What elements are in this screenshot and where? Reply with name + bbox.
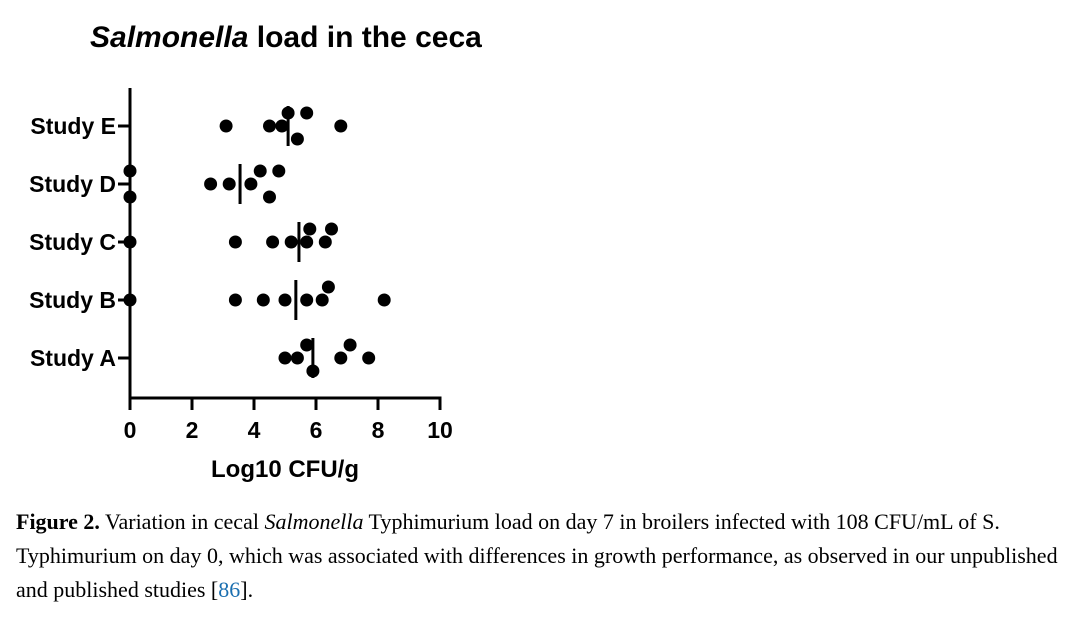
data-point [275,119,289,133]
x-tick-label: 8 [372,417,385,443]
y-category-label: Study B [29,287,116,313]
y-category-label: Study D [29,171,116,197]
data-point [123,164,137,178]
data-point [334,119,348,133]
data-point [290,351,304,365]
data-point [263,119,276,133]
data-point [222,177,236,191]
data-point [278,293,292,307]
data-point [300,106,314,120]
data-point [219,119,233,133]
data-point [300,293,314,307]
y-category-label: Study A [30,345,116,371]
x-tick-label: 4 [248,417,261,443]
y-category-label: Study E [30,113,116,139]
chart-title: Salmonella load in the ceca [90,21,482,54]
chart: Salmonella load in the ceca 0 2 4 6 8 10 Study… [29,21,482,483]
data-point [263,190,276,204]
data-point [272,164,286,178]
data-point [281,106,295,120]
axes: 0 2 4 6 8 10 Study E Study D Study C Study B Study… [29,88,453,443]
x-tick-label: 2 [186,417,199,443]
data-point [244,177,258,191]
figure-caption: Figure 2. Variation in cecal Salmonella … [16,505,1072,607]
data-point [256,293,270,307]
data-point [204,177,218,191]
data-point [300,235,314,249]
caption-reference-link[interactable]: 86 [218,577,241,602]
data-point [228,293,242,307]
data-point [284,235,298,249]
caption-italic: Salmonella [264,509,364,534]
chart-title-italic: Salmonella [90,21,248,54]
data-point [123,235,137,249]
caption-text-2: Typhimurium load on day 7 in broilers in… [16,509,1058,602]
y-category-label: Study C [29,229,116,255]
data-point [123,190,137,204]
data-point [306,364,320,378]
data-point [318,235,332,249]
x-tick-label: 6 [310,417,323,443]
data-point [303,222,317,236]
data-point [343,338,357,352]
x-axis-label: Log10 CFU/g [211,456,359,483]
data-point [228,235,242,249]
data-point [315,293,329,307]
x-tick-label: 10 [427,417,453,443]
data-point [290,132,304,146]
data-point [266,235,280,249]
data-point [321,280,335,294]
data-point [334,351,348,365]
data-point [253,164,267,178]
data-point [300,338,314,352]
data-point [123,293,137,307]
chart-title-rest: load in the ceca [248,21,482,54]
x-tick-label: 0 [124,417,137,443]
caption-text-end: ]. [240,577,254,602]
data-point [278,351,292,365]
data-point [362,351,376,365]
caption-label: Figure 2. [16,509,100,534]
data-point [377,293,391,307]
caption-text-1: Variation in cecal [99,509,265,534]
data-points [123,106,391,378]
data-point [325,222,338,236]
